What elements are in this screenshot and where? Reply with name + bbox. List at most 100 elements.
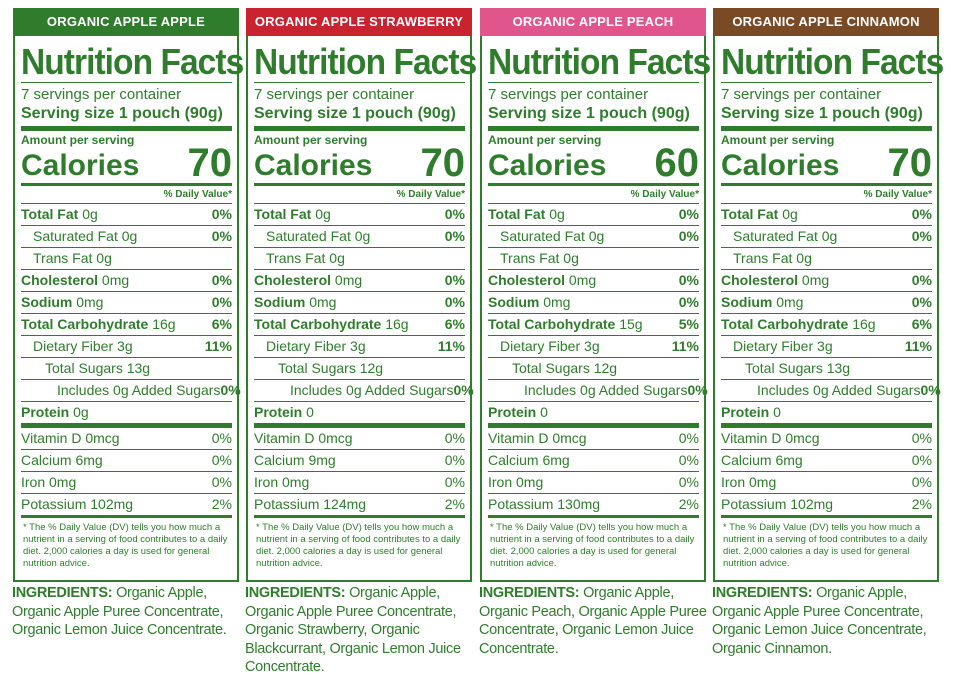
saturated-fat-row: Saturated Fat 0g 0% (488, 225, 699, 247)
cholesterol-label: Cholesterol (488, 272, 566, 288)
calories-row: Calories 70 (21, 141, 233, 185)
cholesterol-dv: 0% (211, 272, 232, 288)
dietary-fiber-label: Dietary Fiber (500, 338, 581, 354)
added-sugars-row: Includes 0g Added Sugars 0% (21, 379, 241, 401)
sodium-value: 0mg (76, 294, 104, 310)
total-sugars-label: Total Sugars (745, 360, 823, 376)
servings-per-container: 7 servings per container (488, 86, 649, 103)
dietary-fiber-label: Dietary Fiber (33, 338, 114, 354)
nutrition-facts-title: Nutrition Facts (21, 41, 244, 82)
total-carbohydrate-row: Total Carbohydrate 15g 5% (488, 313, 699, 335)
calories-row: Calories 70 (254, 141, 466, 185)
saturated-fat-dv: 0% (211, 228, 232, 244)
potassium-row: Potassium 124mg 2% (254, 493, 465, 515)
saturated-fat-dv: 0% (911, 228, 932, 244)
iron-label: Iron 0mg (254, 474, 310, 490)
protein-row: Protein 0 (721, 401, 932, 423)
total-carbohydrate-value: 16g (852, 316, 876, 332)
daily-value-footnote: * The % Daily Value (DV) tells you how m… (490, 522, 695, 569)
saturated-fat-value: 0g (354, 228, 371, 244)
amount-per-serving: Amount per serving (21, 133, 135, 147)
total-sugars-row: Total Sugars 12g (488, 357, 699, 379)
cholesterol-value: 0mg (334, 272, 363, 288)
total-carbohydrate-dv: 6% (211, 316, 232, 332)
calcium-row: Calcium 9mg 0% (254, 449, 465, 471)
sodium-dv: 0% (211, 294, 232, 310)
total-sugars-value: 13g (826, 360, 851, 376)
serving-size: Serving size 1 pouch (90g) (488, 105, 690, 122)
servings-per-container: 7 servings per container (21, 86, 182, 103)
ingredients-label: INGREDIENTS: (12, 585, 113, 601)
cholesterol-dv: 0% (678, 272, 699, 288)
added-sugars-dv: 0% (453, 382, 474, 398)
total-sugars-value: 12g (359, 360, 384, 376)
total-sugars-row: Total Sugars 13g (21, 357, 232, 379)
trans-fat-value: 0g (329, 250, 345, 266)
nutrition-label: Nutrition Facts 7 servings per container… (480, 36, 711, 582)
protein-row: Protein 0 (488, 401, 699, 423)
protein-label: Protein (488, 404, 537, 420)
dietary-fiber-value: 3g (817, 338, 833, 354)
potassium-dv: 2% (911, 496, 932, 512)
trans-fat-label: Trans Fat (266, 250, 326, 266)
iron-dv: 0% (678, 474, 699, 490)
total-fat-label: Total Fat (254, 206, 312, 222)
ingredients-text: INGREDIENTS: Organic Apple, Organic Peac… (479, 584, 719, 658)
serving-size: Serving size 1 pouch (90g) (254, 105, 456, 122)
ingredients-label: INGREDIENTS: (245, 585, 346, 601)
dietary-fiber-dv: 11% (204, 338, 232, 354)
trans-fat-value: 0g (96, 250, 112, 266)
saturated-fat-value: 0g (821, 228, 838, 244)
amount-per-serving: Amount per serving (254, 133, 368, 147)
saturated-fat-dv: 0% (678, 228, 699, 244)
cholesterol-value: 0mg (801, 272, 830, 288)
calories-value: 70 (887, 141, 933, 185)
total-fat-value: 0g (549, 206, 565, 222)
iron-row: Iron 0mg 0% (488, 471, 699, 493)
daily-value-footnote: * The % Daily Value (DV) tells you how m… (23, 522, 228, 569)
calcium-dv: 0% (911, 452, 932, 468)
sodium-row: Sodium 0mg 0% (721, 291, 932, 313)
iron-label: Iron 0mg (488, 474, 544, 490)
iron-label: Iron 0mg (721, 474, 777, 490)
calories-value: 70 (420, 141, 466, 185)
total-fat-label: Total Fat (721, 206, 779, 222)
trans-fat-label: Trans Fat (33, 250, 93, 266)
cholesterol-label: Cholesterol (721, 272, 799, 288)
trans-fat-value: 0g (563, 250, 579, 266)
total-carbohydrate-label: Total Carbohydrate (488, 316, 616, 332)
ingredients-list: Organic Apple, Organic Peach, Organic Ap… (479, 585, 707, 657)
vitamin-d-row: Vitamin D 0mcg 0% (488, 428, 699, 449)
trans-fat-row: Trans Fat 0g (721, 247, 932, 269)
iron-row: Iron 0mg 0% (21, 471, 232, 493)
total-sugars-row: Total Sugars 12g (254, 357, 465, 379)
total-sugars-label: Total Sugars (512, 360, 590, 376)
ingredients-list: Organic Apple, Organic Apple Puree Conce… (712, 585, 927, 657)
total-sugars-value: 13g (126, 360, 151, 376)
total-carbohydrate-row: Total Carbohydrate 16g 6% (254, 313, 465, 335)
dietary-fiber-row: Dietary Fiber 3g 11% (21, 335, 232, 357)
sodium-value: 0mg (309, 294, 337, 310)
nutrition-label: Nutrition Facts 7 servings per container… (713, 36, 944, 582)
saturated-fat-label: Saturated Fat (500, 228, 585, 244)
potassium-label: Potassium 124mg (254, 496, 367, 512)
potassium-row: Potassium 130mg 2% (488, 493, 699, 515)
vitamin-d-dv: 0% (678, 430, 699, 446)
saturated-fat-label: Saturated Fat (733, 228, 818, 244)
sodium-label: Sodium (21, 294, 73, 310)
calories-row: Calories 60 (488, 141, 700, 185)
nutrition-panel: ORGANIC APPLE STRAWBERRY Nutrition Facts… (246, 8, 477, 582)
vitamin-d-row: Vitamin D 0mcg 0% (254, 428, 465, 449)
calories-value: 70 (187, 141, 233, 185)
added-sugars-row: Includes 0g Added Sugars 0% (721, 379, 941, 401)
calcium-dv: 0% (444, 452, 465, 468)
protein-row: Protein 0 (254, 401, 465, 423)
nutrition-panel: ORGANIC APPLE PEACH Nutrition Facts 7 se… (480, 8, 711, 582)
iron-row: Iron 0mg 0% (254, 471, 465, 493)
sodium-row: Sodium 0mg 0% (488, 291, 699, 313)
calories-value: 60 (654, 141, 700, 185)
potassium-label: Potassium 102mg (721, 496, 834, 512)
sodium-label: Sodium (488, 294, 540, 310)
added-sugars-dv: 0% (687, 382, 708, 398)
sodium-value: 0mg (776, 294, 804, 310)
